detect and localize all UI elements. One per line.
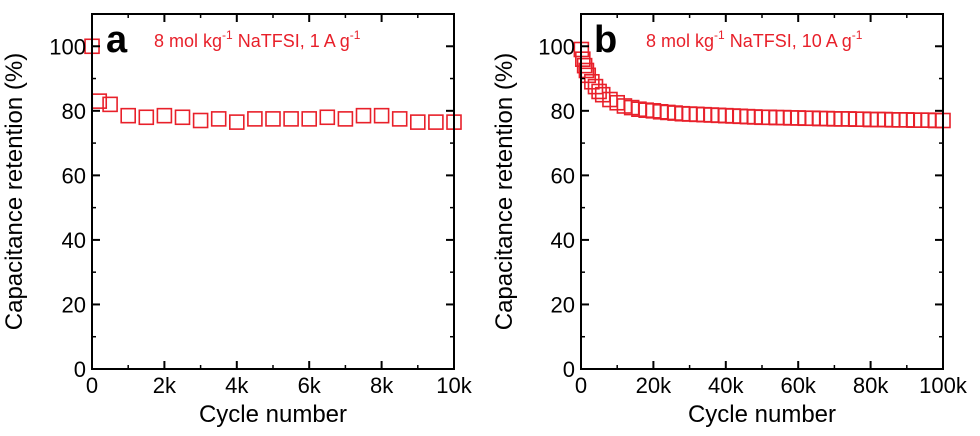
- panel-b-data-point: [578, 62, 595, 79]
- panel-a-label: a: [106, 19, 128, 61]
- panel-a-series: [84, 38, 462, 130]
- panel-b-xtick-label: 80k: [853, 373, 889, 398]
- panel-a-data-point: [319, 109, 336, 126]
- panel-a-data-point: [247, 111, 263, 127]
- panel-a-data-point: [391, 111, 408, 127]
- panel-a-data-point: [192, 112, 209, 129]
- panel-b-annotation-sup2: -1: [852, 28, 863, 42]
- panel-a-data-point: [337, 111, 354, 127]
- panel-a-xtick-label: 2k: [153, 373, 177, 398]
- panel-b-ytick-label: 40: [551, 228, 575, 253]
- panel-a-xlabel: Cycle number: [199, 401, 347, 428]
- panel-a-annotation-suffix: NaTFSI, 1 A g: [233, 31, 350, 51]
- panel-a-ytick-label: 0: [74, 357, 86, 382]
- panel-a-annotation: 8 mol kg-1 NaTFSI, 1 A g-1: [154, 28, 361, 51]
- panel-b-series: [573, 41, 951, 129]
- panel-b-xlabel: Cycle number: [688, 401, 836, 428]
- panel-a-annotation-sup: -1: [222, 28, 233, 42]
- panel-a-data-point: [265, 111, 281, 127]
- panel-a-ytick-label: 40: [62, 228, 86, 253]
- panel-b-data-point: [591, 83, 607, 100]
- panel-a-data-point: [91, 93, 108, 109]
- panel-a-data-point: [102, 96, 118, 113]
- panel-b-xtick-label: 0: [575, 373, 587, 398]
- panel-a-xtick-label: 0: [86, 373, 98, 398]
- panel-a-data-point: [428, 114, 444, 130]
- panel-a-annotation-sup2: -1: [350, 28, 361, 42]
- panel-b-xtick-label: 100k: [919, 373, 968, 398]
- panel-a-data-point: [409, 114, 426, 130]
- panel-a-ytick-label: 80: [62, 99, 86, 124]
- panel-a-ytick-label: 100: [49, 34, 86, 59]
- panel-a-data-point: [174, 109, 191, 126]
- panel-a-xtick-label: 10k: [436, 373, 472, 398]
- panel-b-plot-frame: [580, 13, 944, 370]
- panel-a-data-point: [229, 114, 245, 130]
- panel-b-annotation: 8 mol kg-1 NaTFSI, 10 A g-1: [646, 28, 863, 51]
- panel-b-ticks: 0 20k 40k 60k 80k 100k 0 20 40 60 80 100: [538, 14, 968, 398]
- panel-a-plot-frame: [91, 13, 455, 370]
- panel-a-xtick-label: 8k: [370, 373, 394, 398]
- panel-a-xtick-label: 6k: [298, 373, 322, 398]
- panel-a-ylabel: Capacitance retention (%): [1, 53, 28, 330]
- panel-b-annotation-sup: -1: [714, 28, 725, 42]
- panel-b-label: b: [594, 19, 617, 61]
- panel-b-data-point: [576, 57, 593, 74]
- panel-b: 0 20k 40k 60k 80k 100k 0 20 40 60 80 100 b 8 mol kg…: [491, 13, 968, 428]
- panel-a-data-point: [120, 107, 136, 124]
- panel-b-ytick-label: 100: [538, 34, 575, 59]
- panel-a-ticks: 0 2k 4k 6k 8k 10k 0 20 40 60 80 100: [49, 14, 473, 398]
- panel-a-data-point: [301, 111, 318, 127]
- panel-a-data-point: [156, 107, 173, 124]
- panel-a-data-point: [373, 107, 390, 124]
- panel-a-ytick-label: 20: [62, 292, 86, 317]
- panel-a-data-point: [138, 109, 155, 126]
- panel-a-xtick-label: 4k: [225, 373, 249, 398]
- panel-b-xtick-label: 40k: [708, 373, 744, 398]
- panel-a-annotation-prefix: 8 mol kg: [154, 31, 222, 51]
- panel-b-ytick-label: 20: [551, 292, 575, 317]
- panel-a-data-point: [283, 111, 299, 127]
- panel-b-ylabel: Capacitance retention (%): [491, 53, 518, 330]
- panel-a-data-point: [210, 111, 227, 127]
- panel-b-annotation-prefix: 8 mol kg: [646, 31, 714, 51]
- panel-a-data-point: [355, 107, 372, 124]
- panel-a-ytick-label: 60: [62, 163, 86, 188]
- panel-b-ytick-label: 60: [551, 163, 575, 188]
- panel-b-ytick-label: 80: [551, 99, 575, 124]
- panel-b-xtick-label: 60k: [780, 373, 816, 398]
- panel-b-ytick-label: 0: [563, 357, 575, 382]
- panel-b-xtick-label: 20k: [636, 373, 672, 398]
- panel-b-annotation-suffix: NaTFSI, 10 A g: [725, 31, 852, 51]
